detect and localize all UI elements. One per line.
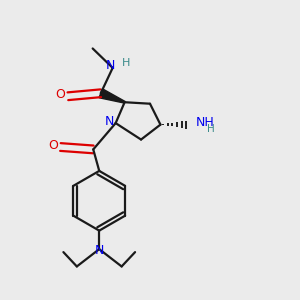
Text: O: O xyxy=(48,139,58,152)
Text: N: N xyxy=(104,115,114,128)
Text: N: N xyxy=(94,244,104,257)
Text: H: H xyxy=(122,58,130,68)
Polygon shape xyxy=(99,89,125,103)
Text: H: H xyxy=(207,124,215,134)
Text: N: N xyxy=(106,59,115,72)
Text: NH: NH xyxy=(195,116,214,129)
Text: O: O xyxy=(56,88,65,101)
